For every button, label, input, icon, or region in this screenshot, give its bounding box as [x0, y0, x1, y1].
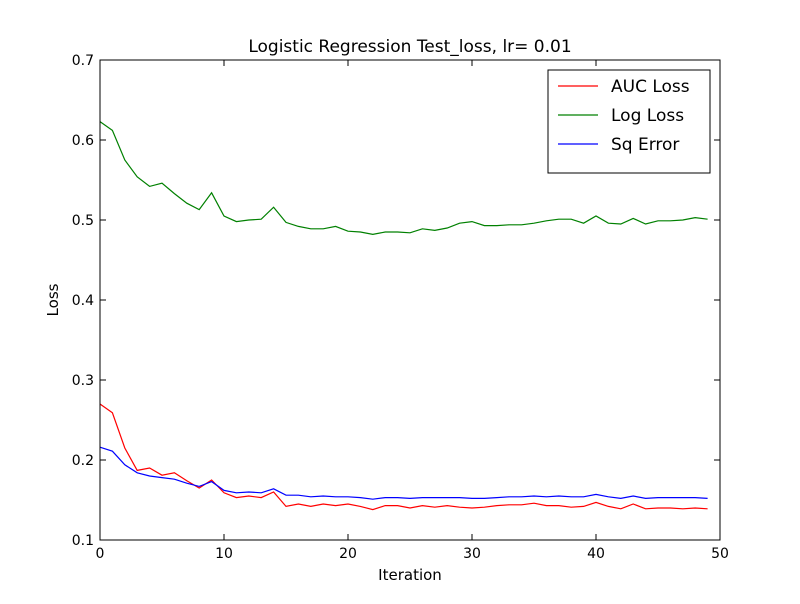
x-tick-label: 50 — [711, 546, 729, 562]
y-axis-label: Loss — [44, 283, 62, 316]
plot-area — [99, 121, 708, 511]
y-tick-label: 0.1 — [72, 533, 94, 549]
x-axis-label: Iteration — [378, 566, 442, 584]
y-axis: 0.1 0.2 0.3 0.4 0.5 0.6 0.7 — [72, 53, 720, 549]
legend: AUC Loss Log Loss Sq Error — [547, 69, 711, 174]
x-tick-label: 30 — [463, 546, 481, 562]
y-tick-label: 0.6 — [72, 133, 94, 149]
y-tick-label: 0.7 — [72, 53, 94, 69]
x-tick-label: 40 — [587, 546, 605, 562]
legend-box — [547, 69, 711, 174]
legend-label: Log Loss — [611, 106, 684, 126]
series-line-1 — [99, 121, 708, 236]
legend-label: AUC Loss — [611, 77, 690, 97]
series-line-2 — [99, 446, 708, 500]
chart-title: Logistic Regression Test_loss, lr= 0.01 — [248, 37, 571, 57]
x-tick-label: 0 — [96, 546, 105, 562]
y-tick-label: 0.2 — [72, 453, 94, 469]
y-tick-label: 0.5 — [72, 213, 94, 229]
legend-label: Sq Error — [611, 135, 679, 155]
series-line-0 — [99, 403, 708, 511]
y-tick-label: 0.3 — [72, 373, 94, 389]
x-tick-label: 20 — [339, 546, 357, 562]
x-axis: 0 10 20 30 40 50 — [96, 60, 729, 562]
y-tick-label: 0.4 — [72, 293, 94, 309]
x-tick-label: 10 — [215, 546, 233, 562]
